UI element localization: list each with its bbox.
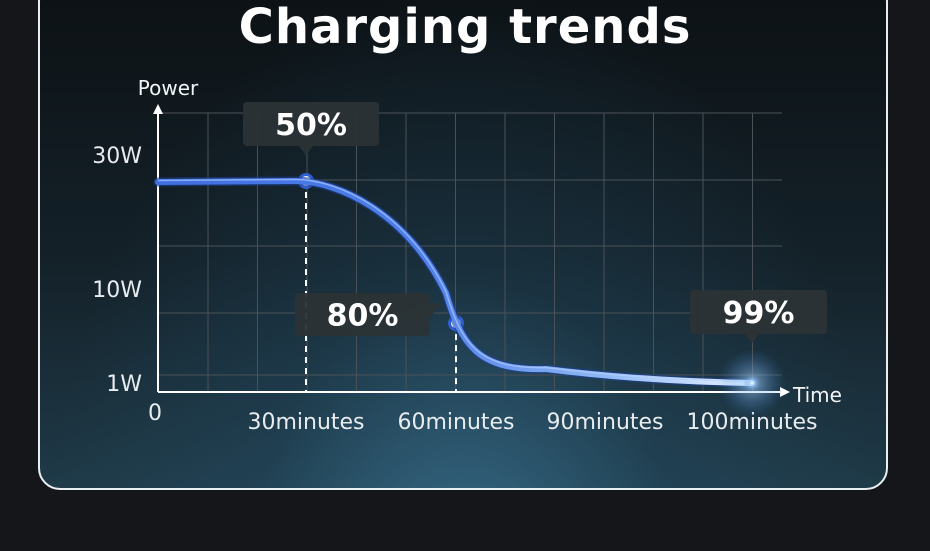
- callout-label: 50%: [275, 108, 347, 143]
- x-tick-label: 60minutes: [397, 410, 514, 435]
- callout-label: 80%: [327, 299, 399, 334]
- y-axis-title: Power: [138, 76, 199, 100]
- series-line-highlight: [157, 178, 753, 383]
- tick-labels: 30minutes 60minutes 90minutes 100minutes1W1…: [92, 76, 842, 435]
- y-tick-label: 10W: [92, 278, 142, 303]
- series-line: [153, 176, 786, 417]
- y-tick-label: 1W: [106, 372, 142, 397]
- y-tick-label: 30W: [92, 144, 142, 169]
- series-line: [155, 177, 755, 386]
- end-glow-core: [743, 374, 761, 392]
- axes: [153, 104, 790, 397]
- callout-box: [690, 290, 827, 334]
- callout-box: [243, 102, 379, 146]
- page-title: Charging trends: [238, 0, 692, 55]
- callouts: 50% 80% 99%: [243, 102, 827, 343]
- callout-tail: [744, 333, 760, 343]
- callout-box: [295, 293, 430, 336]
- x-tick-label: 30minutes: [247, 410, 364, 435]
- origin-label: 0: [148, 401, 162, 426]
- x-tick-label: 90minutes: [546, 410, 663, 435]
- y-axis-arrow: [153, 104, 163, 114]
- callout-label: 99%: [723, 296, 795, 331]
- callout-tail: [429, 303, 442, 319]
- callout-tail: [298, 145, 314, 155]
- x-axis-title: Time: [792, 383, 842, 407]
